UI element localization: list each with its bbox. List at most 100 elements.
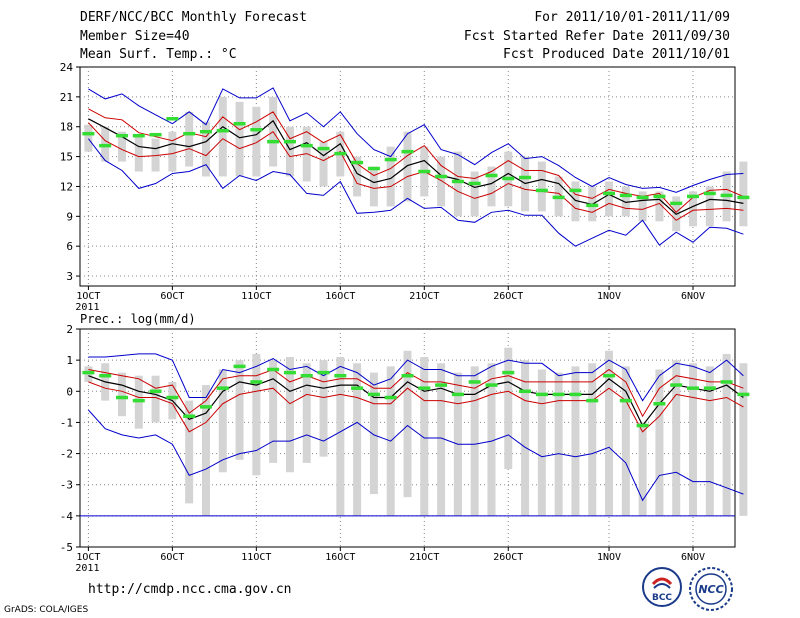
- y-tick-label: 1: [66, 354, 73, 367]
- spread-bar: [269, 360, 278, 463]
- spread-bar: [453, 151, 462, 217]
- series-line-mean: [88, 375, 744, 427]
- spread-bar: [537, 369, 546, 516]
- x-tick-label: 11OCT: [241, 552, 271, 563]
- series-line-upper: [88, 108, 744, 214]
- spread-bar: [386, 146, 395, 207]
- y-tick-label: 15: [60, 151, 73, 164]
- panel-2: [76, 328, 750, 551]
- spread-bar: [655, 369, 664, 516]
- y-tick-label: -5: [60, 541, 73, 554]
- series-line-max: [88, 87, 744, 193]
- x-tick-label: 16OCT: [325, 552, 355, 563]
- x-tick-label: 1OCT: [76, 552, 100, 563]
- series-line-max: [88, 353, 744, 402]
- x-tick-label: 21OCT: [409, 552, 439, 563]
- y-tick-label: 18: [60, 121, 73, 134]
- spread-bar: [655, 191, 664, 222]
- spread-bar: [605, 350, 614, 516]
- spread-bar: [621, 366, 630, 516]
- series-line-mean: [88, 118, 744, 216]
- spread-bar: [168, 131, 177, 172]
- spread-bar: [403, 350, 412, 498]
- spread-bar: [521, 360, 530, 516]
- x-tick-label: 1NOV: [597, 291, 621, 302]
- spread-bar: [672, 360, 681, 516]
- spread-bar: [537, 161, 546, 212]
- x-tick-label: 1NOV: [597, 552, 621, 563]
- series-line-upper: [88, 368, 744, 418]
- source-url[interactable]: http://cmdp.ncc.cma.gov.cn: [88, 582, 292, 597]
- spread-bar: [302, 363, 311, 463]
- series-line-lower: [88, 381, 744, 433]
- x-tick-label: 11OCT: [241, 291, 271, 302]
- spread-bar: [285, 357, 294, 473]
- spread-bar: [437, 363, 446, 516]
- spread-bar: [739, 161, 748, 227]
- panel-title: Prec.: log(mm/d): [80, 312, 196, 326]
- x-tick-label: 21OCT: [409, 291, 439, 302]
- spread-bar: [588, 363, 597, 516]
- spread-bar: [487, 363, 496, 516]
- x-tick-label: 6NOV: [681, 552, 705, 563]
- x-tick-label: 1OCT: [76, 291, 100, 302]
- spread-bar: [689, 191, 698, 227]
- spread-bar: [621, 186, 630, 217]
- spread-bar: [470, 366, 479, 516]
- spread-bar: [638, 422, 647, 516]
- panel-1: [76, 66, 750, 290]
- spread-bar: [369, 166, 378, 207]
- bcc-logo: BCC: [642, 567, 682, 607]
- spread-bar: [336, 357, 345, 516]
- spread-bar: [185, 111, 194, 167]
- year-label: 2011: [75, 563, 99, 574]
- spread-bar: [218, 369, 227, 473]
- y-tick-label: 24: [60, 61, 74, 74]
- spread-bar: [201, 121, 210, 177]
- year-label: 2011: [75, 302, 99, 313]
- plot-frame: [79, 66, 736, 287]
- spread-bar: [689, 363, 698, 516]
- forecast-period: For 2011/10/01-2011/11/09: [534, 10, 730, 25]
- y-tick-label: -2: [60, 448, 73, 461]
- spread-bar: [605, 181, 614, 217]
- y-tick-label: 3: [66, 270, 73, 283]
- spread-bar: [285, 126, 294, 177]
- y-tick-label: 0: [66, 385, 73, 398]
- series-line-min: [88, 138, 744, 247]
- y-tick-label: -4: [60, 510, 74, 523]
- spread-bar: [554, 372, 563, 516]
- member-size-label: Member Size=40: [80, 29, 190, 44]
- spread-bar: [218, 96, 227, 177]
- spread-bar: [117, 131, 126, 162]
- spread-bar: [705, 186, 714, 227]
- svg-text:NCC: NCC: [698, 583, 723, 596]
- spread-bar: [571, 181, 580, 222]
- spread-bar: [571, 366, 580, 516]
- spread-bar: [487, 166, 496, 207]
- spread-bar: [235, 360, 244, 460]
- x-tick-label: 6OCT: [160, 291, 184, 302]
- spread-bar: [353, 156, 362, 197]
- spread-bar: [369, 372, 378, 495]
- spread-bar: [252, 353, 261, 476]
- spread-bar: [504, 347, 513, 470]
- grads-credit: GrADS: COLA/IGES: [4, 605, 89, 615]
- y-tick-label: 6: [66, 240, 73, 253]
- x-tick-label: 26OCT: [493, 552, 523, 563]
- spread-bar: [353, 363, 362, 516]
- x-tick-label: 16OCT: [325, 291, 355, 302]
- forecast-start-date: Fcst Started Refer Date 2011/09/30: [463, 29, 730, 44]
- spread-bar: [437, 156, 446, 207]
- spread-bar: [638, 191, 647, 222]
- spread-bar: [117, 372, 126, 417]
- spread-bar: [705, 366, 714, 516]
- spread-bar: [151, 138, 160, 172]
- spread-bar: [235, 101, 244, 177]
- ncc-logo: NCC: [689, 567, 733, 611]
- y-tick-label: 12: [60, 180, 73, 193]
- series-line-min: [88, 409, 744, 502]
- spread-bar: [84, 124, 93, 152]
- spread-bar: [739, 363, 748, 516]
